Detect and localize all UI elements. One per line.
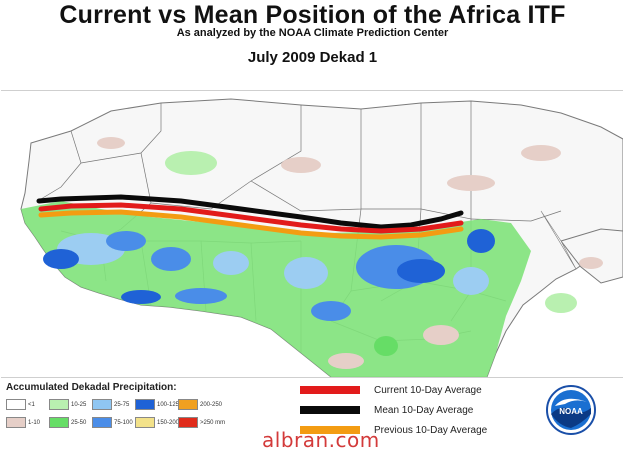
legend-row-current: Current 10-Day Average bbox=[300, 383, 482, 397]
page-subtitle: As analyzed by the NOAA Climate Predicti… bbox=[176, 27, 449, 39]
precip-class-11 bbox=[221, 417, 262, 428]
page-title: Current vs Mean Position of the Africa I… bbox=[59, 1, 566, 29]
red-sea bbox=[540, 210, 577, 270]
precip-swatch-label: 200-250 bbox=[200, 401, 223, 408]
precip-class-2: 25-75 bbox=[92, 399, 133, 410]
noaa-logo-icon: NOAA bbox=[546, 385, 596, 435]
precip-swatch bbox=[49, 417, 69, 428]
precipitation-field bbox=[21, 137, 603, 377]
precip-swatch-label: 150-200 bbox=[157, 419, 180, 426]
precip-swatch bbox=[135, 417, 155, 428]
legend-row-previous: Previous 10-Day Average bbox=[300, 423, 487, 437]
precipitation-legend-title: Accumulated Dekadal Precipitation: bbox=[6, 382, 177, 393]
precip-class-6: 1-10 bbox=[6, 417, 47, 428]
precip-class-1: 10-25 bbox=[49, 399, 90, 410]
itf-lines bbox=[36, 194, 464, 240]
precip-swatch-label: 25-75 bbox=[114, 401, 130, 408]
mean-itf-line bbox=[36, 194, 464, 230]
precipitation-legend: <1 10-25 25-75 100-125 200-250 1-10 25-50 75-10… bbox=[6, 399, 266, 428]
precip-swatch-label: 10-25 bbox=[71, 401, 87, 408]
watermark-text: albran.com bbox=[262, 428, 380, 452]
precip-swatch-label: 100-125 bbox=[157, 401, 180, 408]
precip-swatch-label: 75-100 bbox=[114, 419, 133, 426]
precip-swatch bbox=[178, 417, 198, 428]
precip-swatch-label: <1 bbox=[28, 401, 35, 408]
mean-line-swatch bbox=[300, 406, 360, 414]
precip-class-8: 75-100 bbox=[92, 417, 133, 428]
precip-swatch-label: 1-10 bbox=[28, 419, 41, 426]
precip-class-0: <1 bbox=[6, 399, 47, 410]
mean-line-label: Mean 10-Day Average bbox=[374, 404, 474, 416]
precip-swatch bbox=[6, 399, 26, 410]
logo-text: NOAA bbox=[559, 407, 583, 416]
precip-class-9: 150-200 bbox=[135, 417, 180, 428]
current-line-swatch bbox=[300, 386, 360, 394]
precip-swatch bbox=[92, 417, 112, 428]
precip-swatch bbox=[135, 399, 155, 410]
precip-swatch-label: 25-50 bbox=[71, 419, 87, 426]
current-line-label: Current 10-Day Average bbox=[374, 384, 482, 396]
precip-swatch bbox=[178, 399, 198, 410]
precip-swatch-label: >250 mm bbox=[200, 419, 226, 426]
precip-swatch bbox=[92, 399, 112, 410]
africa-itf-map bbox=[1, 90, 623, 378]
precip-class-10: >250 mm bbox=[178, 417, 225, 428]
arabian-peninsula bbox=[560, 228, 623, 284]
previous-line-label: Previous 10-Day Average bbox=[374, 424, 488, 436]
legend-row-mean: Mean 10-Day Average bbox=[300, 403, 473, 417]
precip-class-3: 100-125 bbox=[135, 399, 180, 410]
previous-line-swatch bbox=[300, 426, 360, 434]
map-canvas bbox=[1, 91, 623, 377]
precip-class-5 bbox=[221, 399, 262, 410]
precip-swatch bbox=[49, 399, 69, 410]
current-itf-line bbox=[38, 202, 464, 234]
precip-class-4: 200-250 bbox=[178, 399, 223, 410]
precip-swatch bbox=[6, 417, 26, 428]
period-label: July 2009 Dekad 1 bbox=[247, 49, 378, 66]
precip-class-7: 25-50 bbox=[49, 417, 90, 428]
previous-itf-line bbox=[38, 209, 464, 240]
